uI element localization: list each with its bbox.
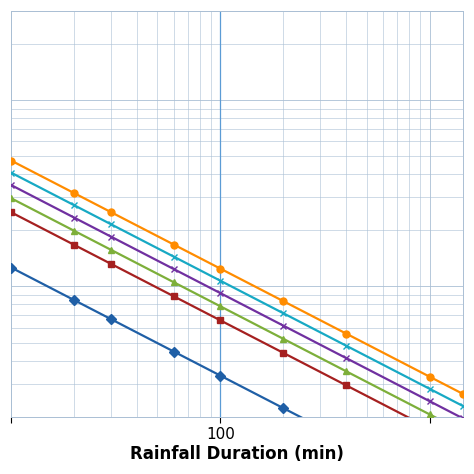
X-axis label: Rainfall Duration (min): Rainfall Duration (min) xyxy=(130,445,344,463)
